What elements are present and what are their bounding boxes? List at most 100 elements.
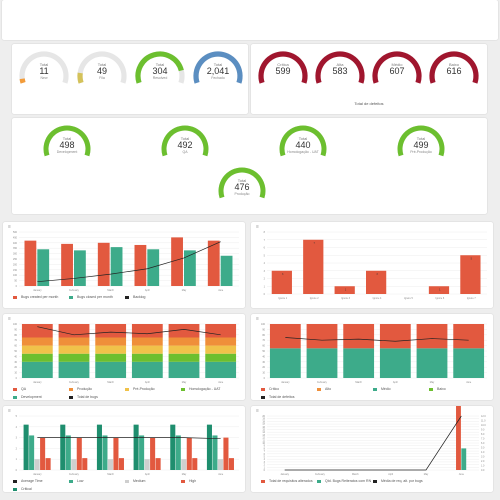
bar bbox=[134, 244, 147, 286]
y-tick-label: 60 bbox=[14, 345, 17, 348]
gauge-label: Alta bbox=[336, 62, 344, 68]
legend-item[interactable]: Medium bbox=[125, 479, 181, 483]
legend-item[interactable]: Crítico bbox=[261, 387, 317, 391]
legend-item[interactable]: Bugs closed per month bbox=[69, 295, 125, 299]
gauge-fill bbox=[315, 51, 365, 84]
legend-item[interactable]: Média de req. alt. por bugs bbox=[373, 479, 429, 483]
chart-legend: Total de requisitos alterados Qtd. Bugs R… bbox=[261, 479, 429, 483]
bar bbox=[220, 255, 233, 286]
legend-item[interactable]: Development bbox=[13, 395, 69, 399]
bar bbox=[65, 435, 71, 470]
x-tick-label: April bbox=[393, 381, 398, 384]
x-tick-label: June bbox=[218, 381, 224, 384]
legend-item[interactable]: Pré-Produção bbox=[125, 387, 181, 391]
gauge-value: 607 bbox=[389, 66, 405, 77]
y-tick-label: 0 bbox=[16, 377, 18, 380]
legend-item[interactable]: Total de bugs bbox=[69, 395, 125, 399]
legend-item[interactable]: Total de requisitos alterados bbox=[261, 479, 317, 483]
top-strip-card bbox=[2, 0, 498, 40]
x-tick-label: Ignore 3 bbox=[341, 297, 350, 300]
data-label: 7 bbox=[313, 242, 315, 245]
x-tick-label: March bbox=[107, 473, 114, 476]
legend-item[interactable]: Bugs created per month bbox=[13, 295, 69, 299]
gauge-svg bbox=[218, 167, 266, 199]
chart-menu-icon[interactable]: ≡ bbox=[256, 408, 259, 414]
gauge-track bbox=[19, 51, 69, 84]
y-tick-label: 10 bbox=[262, 442, 265, 445]
legend-label: Total de bugs bbox=[77, 395, 98, 399]
y-tick-label: 40 bbox=[14, 355, 17, 358]
y-tick-label: 350 bbox=[13, 247, 18, 250]
y-tick-label: 3 bbox=[16, 437, 18, 440]
gauge-label: Total bbox=[180, 135, 190, 141]
legend-item[interactable]: Backlog bbox=[125, 295, 181, 299]
x-tick-label: February bbox=[69, 473, 79, 476]
legend-item[interactable]: Average Time bbox=[13, 479, 69, 483]
bar bbox=[97, 242, 110, 286]
y-tick-label: 2 bbox=[264, 278, 266, 281]
legend-swatch bbox=[13, 395, 17, 399]
y-tick-label: 0 bbox=[264, 293, 266, 296]
x-tick-label: April bbox=[388, 473, 393, 476]
x-tick-label: January bbox=[33, 381, 42, 384]
gauge-value: 583 bbox=[332, 66, 348, 77]
x-tick-label: June bbox=[218, 289, 224, 292]
bar bbox=[113, 437, 119, 470]
legend-item[interactable]: Low bbox=[69, 479, 125, 483]
legend-item[interactable]: Produção bbox=[69, 387, 125, 391]
legend-item[interactable]: Total de defeitos bbox=[261, 395, 317, 399]
bar bbox=[170, 424, 176, 470]
chart-menu-icon[interactable]: ≡ bbox=[256, 316, 259, 322]
bar bbox=[269, 324, 301, 349]
bar bbox=[147, 249, 160, 286]
bar bbox=[366, 270, 387, 294]
legend-item[interactable]: Critical bbox=[13, 487, 69, 491]
chart-menu-icon[interactable]: ≡ bbox=[256, 224, 259, 230]
bar bbox=[186, 437, 192, 470]
gauge-fill bbox=[258, 51, 308, 84]
gauge-label: Total bbox=[416, 135, 426, 141]
legend-item[interactable]: Homologação - UAT bbox=[181, 387, 237, 391]
y-tick-label: 400 bbox=[13, 242, 18, 245]
chart-menu-icon[interactable]: ≡ bbox=[8, 224, 11, 230]
legend-item[interactable]: Baixo bbox=[429, 387, 485, 391]
chart-menu-icon[interactable]: ≡ bbox=[8, 316, 11, 322]
gauge: Total 304 Resolved bbox=[134, 48, 186, 100]
gauge-label: Baixo bbox=[448, 62, 459, 68]
gauge-label: Total bbox=[298, 135, 308, 141]
y-tick-label: 100 bbox=[13, 323, 18, 326]
legend-item[interactable]: Médio bbox=[373, 387, 429, 391]
environment-gauges-card: Total 498 Development Total 492 QA Total 440 Hom… bbox=[12, 118, 487, 214]
bar bbox=[205, 361, 237, 378]
y-tick-label: 3 bbox=[264, 270, 266, 273]
bar bbox=[343, 324, 375, 349]
legend-item[interactable]: High bbox=[181, 479, 237, 483]
bar bbox=[29, 435, 35, 470]
gauge-fill bbox=[43, 125, 91, 157]
gauge-svg bbox=[135, 51, 185, 84]
legend-item[interactable]: Alto bbox=[317, 387, 373, 391]
gauge-svg bbox=[193, 51, 243, 84]
legend-label: Pré-Produção bbox=[133, 387, 155, 391]
bar bbox=[131, 345, 163, 354]
legend-item[interactable]: Qtd. Bugs Reiteratos com RN bbox=[317, 479, 373, 483]
gauge-value: 440 bbox=[295, 139, 311, 150]
y-tick-label: 2 bbox=[264, 464, 266, 467]
x-tick-label: March bbox=[107, 381, 114, 384]
x-tick-label: February bbox=[315, 473, 325, 476]
bar bbox=[205, 345, 237, 354]
legend-swatch bbox=[261, 479, 265, 483]
legend-item[interactable]: QA bbox=[13, 387, 69, 391]
x-tick-label: May bbox=[182, 381, 187, 384]
bar bbox=[102, 435, 108, 470]
chart-menu-icon[interactable]: ≡ bbox=[8, 408, 11, 414]
gauge-label: Total bbox=[62, 135, 72, 141]
severity-title: Total de defeitos bbox=[354, 101, 384, 106]
y-tick-label: 4 bbox=[264, 262, 266, 265]
bar bbox=[343, 348, 375, 378]
y-tick-label: 4 bbox=[264, 458, 266, 461]
bar bbox=[139, 435, 145, 470]
legend-label: Total de requisitos alterados bbox=[269, 479, 313, 483]
data-label: 3 bbox=[282, 273, 284, 276]
bar bbox=[23, 424, 29, 470]
